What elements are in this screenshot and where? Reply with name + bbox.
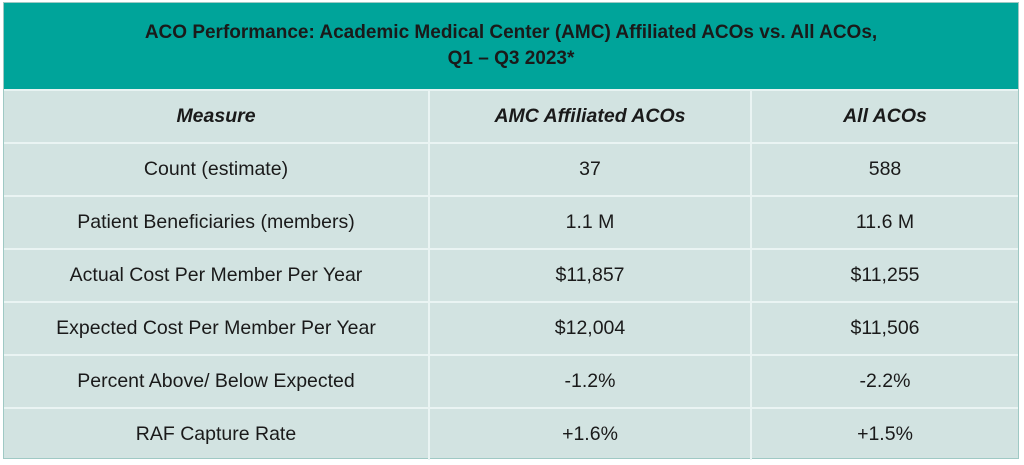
cell-all-value: 11.6 M <box>751 196 1018 250</box>
cell-amc-value: +1.6% <box>429 408 752 460</box>
header-measure: Measure <box>4 91 430 144</box>
table-title-line-2: Q1 – Q3 2023* <box>447 48 575 69</box>
header-all-acos: All ACOs <box>751 91 1018 144</box>
cell-measure: Expected Cost Per Member Per Year <box>4 302 430 356</box>
cell-all-value: +1.5% <box>857 423 913 445</box>
cell-measure: RAF Capture Rate <box>4 408 430 460</box>
cell-all-value: $11,506 <box>751 302 1018 356</box>
cell-all-value: 588 <box>751 143 1018 197</box>
table-row: Patient Beneficiaries (members) 1.1 M 11… <box>4 196 1018 250</box>
cell-measure: Patient Beneficiaries (members) <box>4 196 430 250</box>
aco-performance-table-card: ACO Performance: Academic Medical Center… <box>3 2 1019 460</box>
table-row: Count (estimate) 37 588 <box>4 143 1018 197</box>
cell-all-value: -2.2% <box>751 355 1018 409</box>
cell-measure: Actual Cost Per Member Per Year <box>4 249 430 303</box>
cell-amc-value: -1.2% <box>429 355 752 409</box>
header-row: Measure AMC Affiliated ACOs All ACOs <box>4 91 1018 144</box>
cell-all-value: $11,255 <box>751 249 1018 303</box>
cell-measure: Percent Above/ Below Expected <box>4 355 430 409</box>
table-row: Actual Cost Per Member Per Year $11,857 … <box>4 249 1018 303</box>
cell-amc-value: $12,004 <box>429 302 752 356</box>
table-row: Expected Cost Per Member Per Year $12,00… <box>4 302 1018 356</box>
table-title-line-1: ACO Performance: Academic Medical Center… <box>144 22 878 43</box>
cell-measure: Count (estimate) <box>4 143 430 197</box>
table-title: ACO Performance: Academic Medical Center… <box>4 3 1018 91</box>
cell-amc-value: 1.1 M <box>429 196 752 250</box>
cell-amc-value: $11,857 <box>429 249 752 303</box>
aco-performance-table: Measure AMC Affiliated ACOs All ACOs Cou… <box>4 91 1018 460</box>
table-row: Percent Above/ Below Expected -1.2% -2.2… <box>4 355 1018 409</box>
cell-amc-value: 37 <box>429 143 752 197</box>
table-row: RAF Capture Rate +1.6% +1.5% <box>4 408 1018 460</box>
header-amc-affiliated: AMC Affiliated ACOs <box>429 91 752 144</box>
